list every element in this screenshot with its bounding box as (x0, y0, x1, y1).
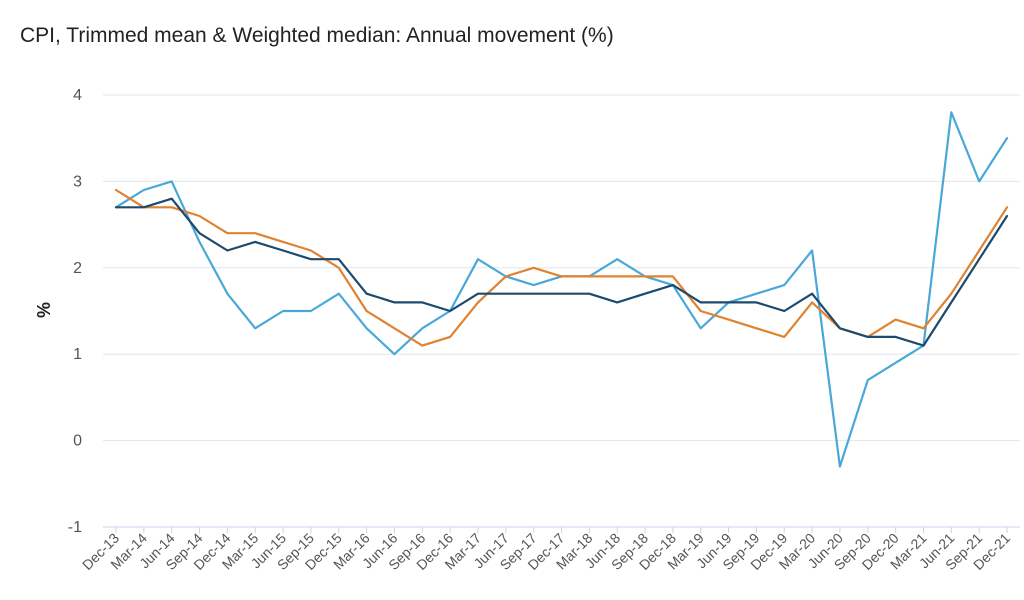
series-line-1 (114, 111, 1009, 468)
y-tick-label: -1 (68, 519, 82, 536)
y-tick-label: 3 (73, 173, 82, 190)
y-tick-label: 1 (73, 346, 82, 363)
y-axis-ticks: 4 3 2 1 0 -1 (68, 87, 82, 536)
y-axis-label: % (34, 302, 54, 318)
chart-title: CPI, Trimmed mean & Weighted median: Ann… (20, 24, 614, 47)
y-tick-label: 0 (73, 433, 82, 450)
series-lines (114, 111, 1009, 468)
y-tick-label: 2 (73, 260, 82, 277)
gridlines (103, 94, 1020, 528)
x-axis-ticks: Dec-13Mar-14Jun-14Sep-14Dec-14Mar-15Jun-… (79, 527, 1013, 573)
series-line-3 (114, 197, 1009, 347)
y-tick-label: 4 (73, 87, 82, 104)
